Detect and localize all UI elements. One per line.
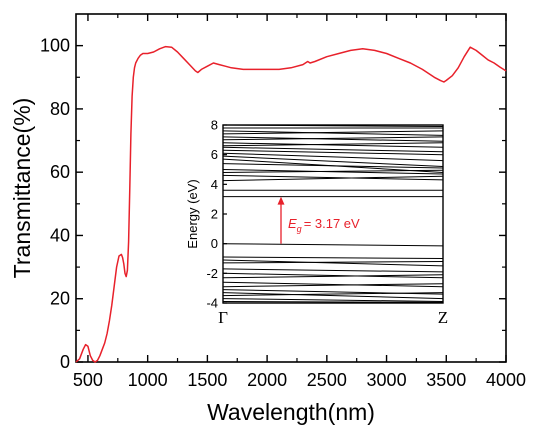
band-line bbox=[222, 268, 444, 273]
band-line bbox=[222, 169, 444, 175]
y-tick-label: 20 bbox=[50, 289, 70, 309]
x-tick-label: 1000 bbox=[128, 370, 168, 390]
x-tick-label: 500 bbox=[73, 370, 103, 390]
band-line bbox=[222, 259, 444, 267]
inset-x-tick-label-gamma: Γ bbox=[218, 308, 228, 327]
band-gap-symbol: E bbox=[288, 216, 297, 231]
band-line bbox=[222, 256, 444, 259]
inset-x-tick-label-z: Z bbox=[438, 308, 448, 327]
band-line bbox=[222, 243, 444, 247]
inset-y-tick-label: 4 bbox=[211, 177, 218, 192]
band-line bbox=[222, 301, 444, 303]
x-tick-label: 4000 bbox=[486, 370, 526, 390]
band-line bbox=[222, 175, 444, 182]
y-tick-label: 100 bbox=[40, 36, 70, 56]
band-line bbox=[222, 292, 444, 300]
band-line bbox=[222, 274, 444, 279]
x-tick-label: 1500 bbox=[187, 370, 227, 390]
band-gap-annotation: Eg = 3.17 eV bbox=[288, 216, 360, 234]
band-line bbox=[222, 283, 444, 288]
y-axis-title: Transmittance(%) bbox=[9, 98, 35, 279]
y-tick-label: 40 bbox=[50, 225, 70, 245]
band-line bbox=[222, 152, 444, 162]
band-line bbox=[222, 136, 444, 141]
inset-y-axis-title: Energy (eV) bbox=[185, 179, 200, 248]
x-tick-label: 3000 bbox=[367, 370, 407, 390]
band-line bbox=[222, 272, 444, 279]
transmittance-series-line bbox=[75, 45, 507, 363]
y-tick-label: 60 bbox=[50, 162, 70, 182]
plot-frame bbox=[75, 13, 507, 363]
band-line bbox=[222, 149, 444, 156]
band-line bbox=[222, 292, 444, 297]
y-tick-label: 80 bbox=[50, 99, 70, 119]
band-line bbox=[222, 146, 444, 153]
band-line bbox=[222, 174, 444, 181]
x-tick-label: 2500 bbox=[307, 370, 347, 390]
band-line bbox=[222, 158, 444, 173]
band-line bbox=[222, 142, 444, 147]
band-line bbox=[222, 298, 444, 302]
band-line bbox=[222, 261, 444, 264]
inset-y-tick-label: -4 bbox=[206, 296, 218, 311]
inset-y-tick-label: 8 bbox=[211, 118, 218, 133]
band-gap-arrow-head bbox=[277, 196, 285, 205]
x-tick-label: 3500 bbox=[426, 370, 466, 390]
band-line bbox=[222, 136, 444, 142]
band-line bbox=[222, 142, 444, 148]
y-tick-label: 0 bbox=[60, 352, 70, 372]
x-tick-label: 2000 bbox=[247, 370, 287, 390]
band-line bbox=[222, 155, 444, 167]
inset-y-tick-label: 0 bbox=[211, 236, 218, 251]
band-gap-value: = 3.17 eV bbox=[304, 216, 360, 231]
inset-y-tick-label: -2 bbox=[206, 266, 218, 281]
band-line bbox=[222, 130, 444, 136]
inset-y-tick-label: 2 bbox=[211, 207, 218, 222]
inset-y-tick-label: 6 bbox=[211, 147, 218, 162]
band-gap-subscript: g bbox=[297, 224, 302, 234]
band-line bbox=[222, 130, 444, 135]
x-axis-title: Wavelength(nm) bbox=[207, 399, 375, 425]
band-line bbox=[222, 281, 444, 288]
